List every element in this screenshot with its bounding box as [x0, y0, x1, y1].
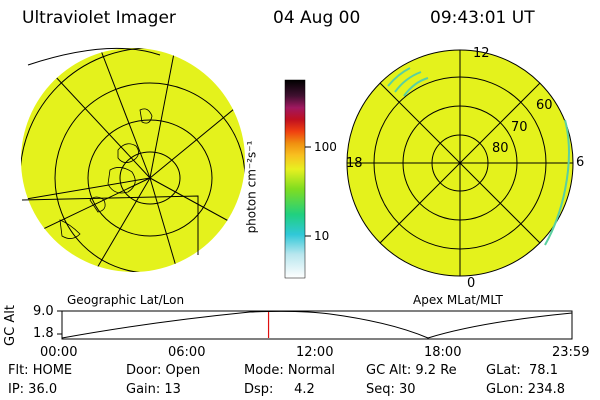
- status-gc-alt: GC Alt: 9.2 Re: [366, 363, 457, 378]
- color-bar: [284, 79, 311, 279]
- colorbar-tick-10: 10: [314, 229, 330, 243]
- timeline-y-lo: 1.8: [33, 326, 54, 341]
- status-flight: Flt: HOME: [8, 363, 73, 378]
- mlt-18-label: 18: [346, 156, 363, 171]
- status-gain: Gain: 13: [126, 382, 181, 397]
- colorbar-unit-label: photon cm⁻²s⁻¹: [244, 140, 259, 234]
- timeline-tick-2: 12:00: [296, 345, 334, 360]
- right-panel-label: Apex MLat/MLT: [413, 293, 503, 307]
- status-dsp: Dsp: 4.2: [244, 382, 315, 397]
- status-ip: IP: 36.0: [8, 382, 58, 397]
- header-time: 09:43:01 UT: [430, 8, 535, 28]
- status-glon: GLon: 234.8: [486, 382, 566, 397]
- altitude-timeline: [57, 310, 573, 340]
- status-door: Door: Open: [126, 363, 201, 378]
- lat-60-label: 60: [536, 98, 553, 113]
- timeline-tick-0: 00:00: [40, 345, 78, 360]
- timeline-tick-1: 06:00: [168, 345, 206, 360]
- timeline-y-hi: 9.0: [33, 304, 54, 319]
- geographic-image: [21, 47, 245, 272]
- mlt-6-label: 6: [576, 155, 585, 170]
- colorbar-tick-100: 100: [314, 140, 337, 154]
- left-panel-label: Geographic Lat/Lon: [67, 293, 185, 307]
- lat-70-label: 70: [511, 120, 528, 135]
- status-glat: GLat: 78.1: [486, 363, 558, 378]
- header-date: 04 Aug 00: [273, 8, 361, 28]
- status-seq: Seq: 30: [366, 382, 416, 397]
- lat-80-label: 80: [492, 141, 509, 156]
- timeline-tick-4: 23:59: [552, 345, 590, 360]
- timeline-tick-3: 18:00: [424, 345, 462, 360]
- polar-plot: [346, 49, 574, 277]
- altitude-curve: [61, 310, 573, 339]
- mlt-0-label: 0: [467, 276, 476, 291]
- instrument-title: Ultraviolet Imager: [22, 8, 176, 28]
- timeline-ylabel: GC Alt: [2, 305, 18, 346]
- mlt-12-label: 12: [473, 46, 490, 61]
- status-mode: Mode: Normal: [244, 363, 335, 378]
